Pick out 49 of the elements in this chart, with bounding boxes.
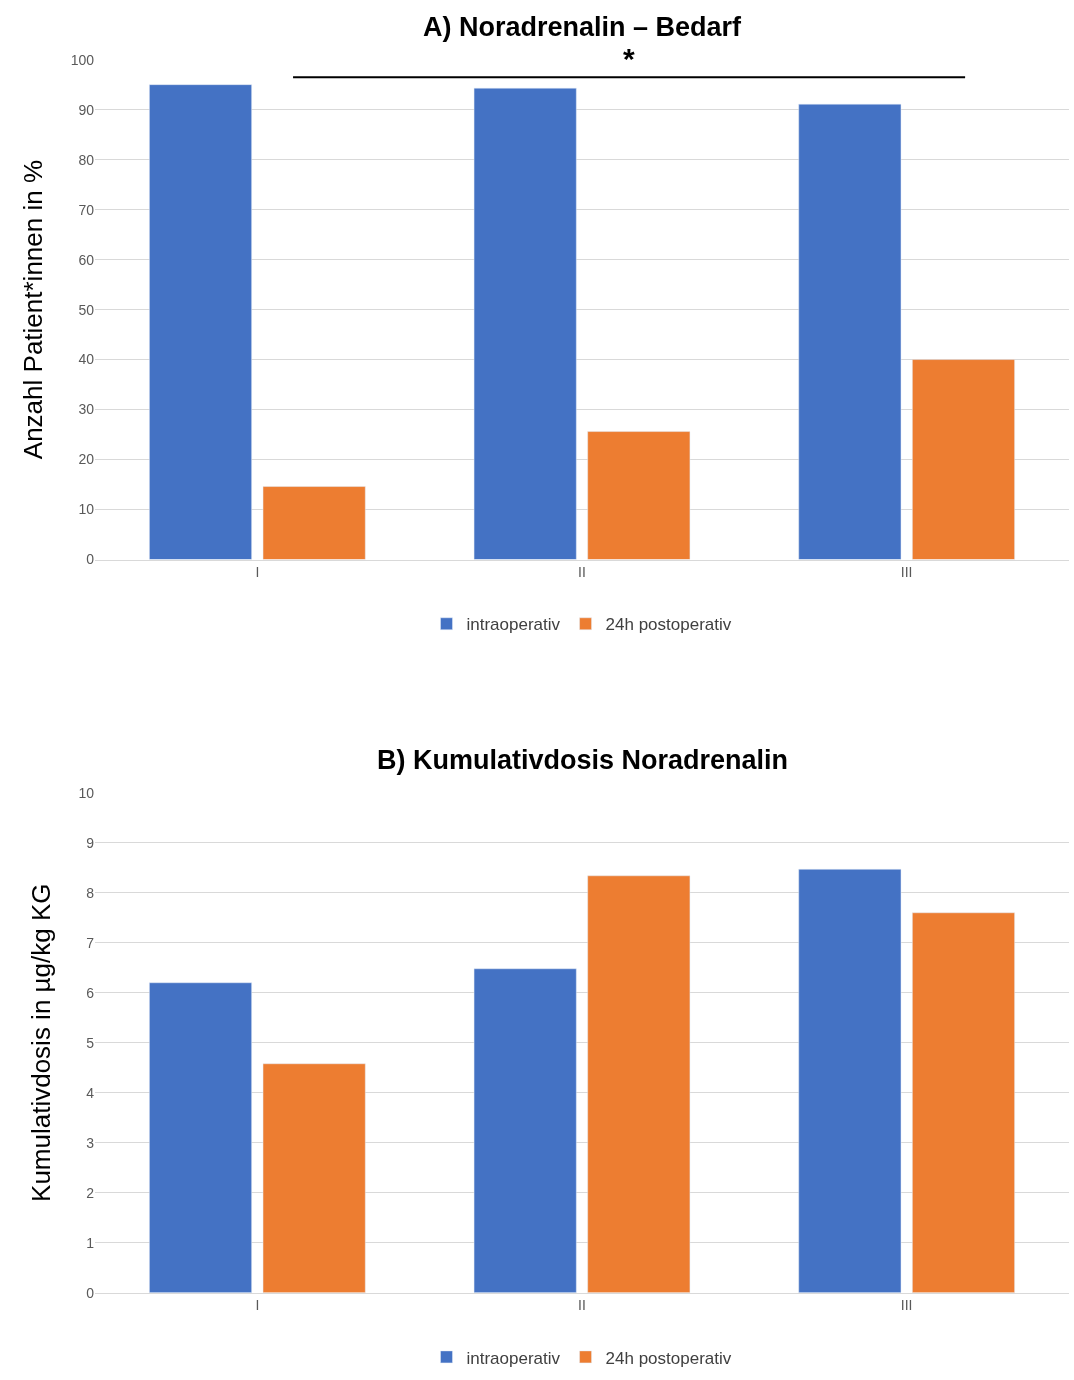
y-tick-label: 60 — [78, 251, 95, 268]
y-tick-label: 20 — [78, 451, 95, 468]
y-tick-label: 9 — [86, 834, 95, 851]
x-tick-label: I — [255, 1297, 260, 1314]
bar — [473, 87, 577, 560]
y-tick-label: 4 — [86, 1084, 95, 1101]
legend-label: intraoperativ — [466, 1348, 561, 1368]
legend-label: intraoperativ — [466, 615, 561, 635]
y-axis-title: Anzahl Patient*innen in % — [18, 159, 49, 460]
y-tick-label: 70 — [78, 201, 95, 218]
chart-title: B) Kumulativdosis Noradrenalin — [377, 745, 789, 775]
bar — [473, 968, 577, 1293]
bar — [262, 1063, 366, 1293]
x-tick-label: II — [578, 1297, 586, 1314]
y-tick-label: 90 — [78, 101, 95, 118]
chart-title: A) Noradrenalin – Bedarf — [423, 12, 743, 42]
y-tick-label: 5 — [86, 1034, 95, 1051]
y-tick-label: 10 — [78, 501, 95, 518]
x-tick-label: II — [578, 564, 586, 581]
y-tick-label: 0 — [86, 1284, 95, 1301]
legend-label: 24h postoperativ — [605, 615, 732, 635]
y-tick-label: 1 — [86, 1234, 95, 1251]
bar — [262, 486, 366, 560]
y-tick-label: 2 — [86, 1184, 95, 1201]
bar — [149, 84, 252, 560]
y-tick-label: 3 — [86, 1134, 95, 1151]
x-tick-label: III — [900, 1297, 913, 1314]
y-axis-title: Kumulativdosis in µg/kg KG — [25, 883, 56, 1202]
bar — [587, 875, 691, 1293]
y-tick-label: 10 — [78, 784, 95, 801]
bar — [798, 869, 902, 1293]
y-tick-label: 40 — [78, 351, 95, 368]
y-tick-label: 50 — [78, 301, 95, 318]
y-tick-label: 7 — [86, 934, 95, 951]
y-tick-label: 6 — [86, 984, 95, 1001]
bar — [912, 912, 1015, 1293]
bar — [587, 431, 691, 560]
y-tick-label: 8 — [86, 884, 95, 901]
y-tick-label: 80 — [78, 151, 95, 168]
y-tick-label: 100 — [70, 51, 95, 68]
y-tick-label: 30 — [78, 401, 95, 418]
bar — [912, 359, 1015, 560]
x-tick-label: III — [900, 564, 913, 581]
legend-label: 24h postoperativ — [605, 1348, 732, 1368]
annotation: * — [623, 42, 635, 75]
bar — [149, 982, 252, 1293]
y-tick-label: 0 — [86, 551, 95, 568]
bar — [798, 103, 902, 560]
x-tick-label: I — [255, 564, 260, 581]
